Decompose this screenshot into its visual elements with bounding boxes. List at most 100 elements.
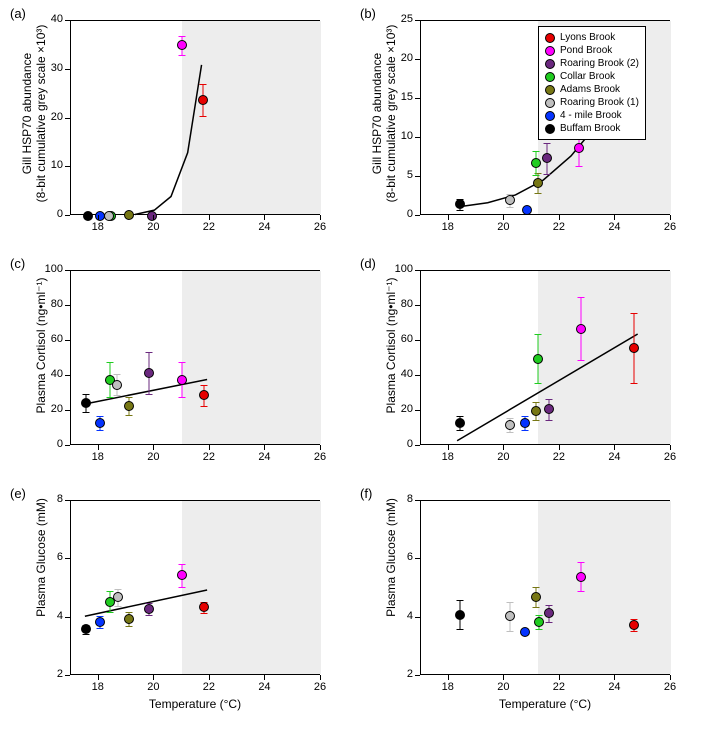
marker-fourmile [522, 205, 532, 215]
errorbar-cap [201, 385, 208, 386]
legend-swatch [545, 46, 555, 56]
ytick [65, 20, 70, 21]
marker-lyons [629, 343, 639, 353]
errorbar-cap [506, 631, 513, 632]
ytick [65, 445, 70, 446]
errorbar-cap [533, 607, 540, 608]
errorbar-cap [506, 207, 513, 208]
xtick [98, 215, 99, 220]
marker-adams [533, 178, 543, 188]
errorbar-cap [113, 395, 120, 396]
ytick [415, 500, 420, 501]
errorbar-cap [106, 612, 113, 613]
marker-pond [177, 570, 187, 580]
marker-collar [534, 617, 544, 627]
errorbar-cap [179, 36, 186, 37]
errorbar-cap [126, 397, 133, 398]
threshold-shade [538, 501, 671, 674]
errorbar-cap [106, 362, 113, 363]
threshold-shade [182, 271, 321, 444]
marker-adams [531, 406, 541, 416]
errorbar-cap [630, 313, 637, 314]
ytick-label: 2 [383, 668, 413, 680]
ytick [415, 59, 420, 60]
errorbar-cap [545, 605, 552, 606]
xtick [320, 445, 321, 450]
ytick-label: 0 [33, 438, 63, 450]
legend-item: Roaring Brook (2) [545, 57, 639, 70]
ytick [65, 375, 70, 376]
errorbar-cap [179, 55, 186, 56]
xtick-label: 22 [547, 681, 571, 693]
errorbar-cap [456, 210, 463, 211]
errorbar-cap [83, 412, 90, 413]
errorbar-cap [97, 416, 104, 417]
xtick-label: 20 [491, 451, 515, 463]
marker-lyons [629, 620, 639, 630]
xtick [153, 215, 154, 220]
legend-item: Collar Brook [545, 70, 639, 83]
errorbar-cap [456, 600, 463, 601]
xtick-label: 26 [308, 451, 332, 463]
errorbar-cap [179, 587, 186, 588]
errorbar-cap [456, 416, 463, 417]
xtick [670, 445, 671, 450]
xtick [264, 445, 265, 450]
marker-roaring2 [544, 608, 554, 618]
errorbar-cap [456, 430, 463, 431]
x-axis-label: Temperature (°C) [420, 697, 670, 711]
errorbar-cap [506, 602, 513, 603]
ytick [415, 98, 420, 99]
marker-pond [177, 40, 187, 50]
xtick [670, 215, 671, 220]
errorbar-cap [630, 383, 637, 384]
xtick-label: 26 [308, 221, 332, 233]
xtick [209, 445, 210, 450]
errorbar-cap [115, 606, 122, 607]
xtick [503, 675, 504, 680]
marker-buffam [455, 418, 465, 428]
marker-collar [533, 354, 543, 364]
xtick-label: 18 [436, 221, 460, 233]
xtick-label: 20 [141, 681, 165, 693]
xtick-label: 22 [547, 221, 571, 233]
ytick [415, 558, 420, 559]
errorbar-cap [533, 587, 540, 588]
marker-roaring2 [544, 404, 554, 414]
xtick [153, 445, 154, 450]
errorbar-cap [534, 193, 541, 194]
errorbar-cap [545, 399, 552, 400]
ytick [65, 118, 70, 119]
xtick [448, 215, 449, 220]
errorbar-cap [577, 297, 584, 298]
xtick-label: 20 [141, 221, 165, 233]
xtick [448, 445, 449, 450]
marker-roaring1 [113, 592, 123, 602]
xtick-label: 22 [547, 451, 571, 463]
errorbar-cap [179, 397, 186, 398]
xtick-label: 24 [252, 451, 276, 463]
xtick-label: 20 [141, 451, 165, 463]
errorbar-cap [536, 629, 543, 630]
xtick-label: 22 [197, 681, 221, 693]
ytick-label: 2 [33, 668, 63, 680]
marker-buffam [81, 398, 91, 408]
errorbar-cap [536, 615, 543, 616]
errorbar-cap [577, 591, 584, 592]
panel-key: (c) [10, 256, 25, 271]
xtick [320, 675, 321, 680]
threshold-shade [182, 21, 321, 214]
errorbar-cap [533, 420, 540, 421]
xtick-label: 20 [491, 681, 515, 693]
legend-label: Roaring Brook (1) [560, 96, 639, 109]
ytick [65, 69, 70, 70]
xtick-label: 22 [197, 451, 221, 463]
errorbar-cap [533, 402, 540, 403]
marker-lyons [198, 95, 208, 105]
marker-roaring2 [542, 153, 552, 163]
marker-buffam [81, 624, 91, 634]
ytick [415, 20, 420, 21]
errorbar-cap [106, 397, 113, 398]
ytick [415, 270, 420, 271]
legend-label: Adams Brook [560, 83, 620, 96]
